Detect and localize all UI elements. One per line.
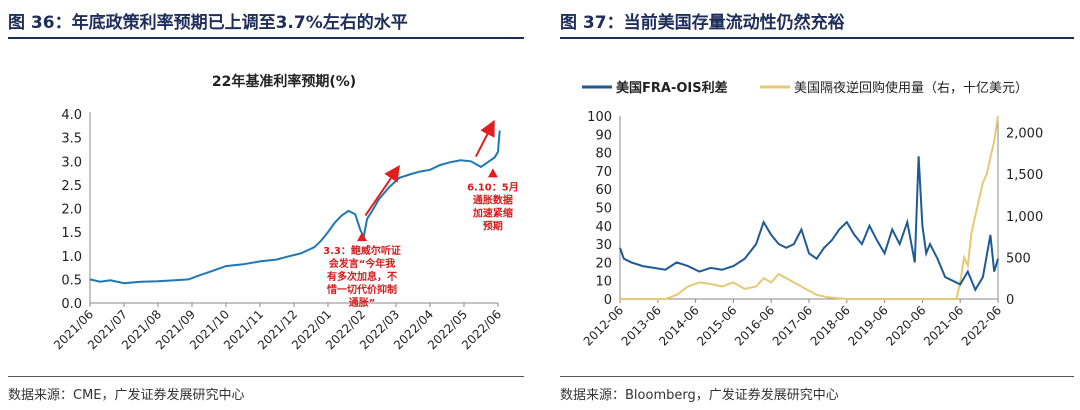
figure-37-title: 图 37：当前美国存量流动性仍然充裕 (560, 13, 845, 33)
x-tick-label: 2020-06 (883, 303, 928, 348)
title-rule (560, 37, 1074, 39)
y-tick-label-left: 50 (595, 202, 612, 217)
x-tick-label: 2015-06 (694, 303, 739, 348)
liquidity-chart: 美国FRA-OIS利差 美国隔夜逆回购使用量（右，十亿美元） 0 10 20 30 40 50… (581, 80, 1043, 349)
y-tick-label-right: 2,000 (1006, 127, 1043, 142)
y-tick-label-left: 60 (595, 183, 612, 198)
source-rule (560, 376, 1074, 377)
y-tick-label-left: 20 (595, 256, 612, 271)
y-tick-label-right: 0 (1006, 293, 1014, 308)
y-tick-label: 1.0 (61, 250, 82, 265)
y-tick-label: 1.5 (61, 226, 82, 241)
title-rule (8, 37, 524, 39)
figure-36-title: 图 36：年底政策利率预期已上调至3.7%左右的水平 (8, 13, 408, 33)
x-tick-label: 2022-06 (959, 303, 1004, 348)
rate-expectation-chart: 22年基准利率预期(%)0.00.51.01.52.02.53.03.54.02… (51, 73, 519, 352)
y-tick-label-right: 500 (1006, 251, 1031, 266)
figure-36-panel: 图 36：年底政策利率预期已上调至3.7%左右的水平 22年基准利率预期(%) 0… (0, 0, 530, 410)
y-tick-label: 2.5 (61, 179, 82, 194)
annotation-marker (357, 232, 367, 242)
x-tick-label: 2021-06 (921, 303, 966, 348)
y-tick-label-left: 0 (604, 293, 612, 308)
chart-title: 22年基准利率预期(%) (212, 73, 356, 90)
x-tick-label: 2012-06 (581, 303, 626, 348)
x-tick-label: 2017-06 (770, 303, 815, 348)
annotation-text: 3.3：鲍威尔听证 (323, 244, 401, 257)
y-tick-label: 0.0 (61, 297, 82, 312)
y-tick-label-left: 10 (595, 275, 612, 290)
x-tick-label: 2016-06 (732, 303, 777, 348)
fra-ois-spread-line (619, 156, 999, 293)
y-tick-label-left: 30 (595, 238, 612, 253)
y-tick-label-left: 70 (595, 165, 612, 180)
figure-37-source: 数据来源：Bloomberg，广发证券发展研究中心 (560, 388, 839, 403)
y-tick-label: 3.5 (61, 132, 82, 147)
annotation-text: 通胀数据 (473, 193, 513, 206)
annotation-text: 惜一切代价抑制 (327, 283, 397, 296)
x-tick-label: 2019-06 (845, 303, 890, 348)
rate-expectation-line (89, 130, 501, 285)
y-tick-label: 3.0 (61, 155, 82, 170)
y-tick-label: 0.5 (61, 273, 82, 288)
annotation-text: 预期 (483, 219, 503, 232)
y-tick-label-left: 100 (587, 110, 612, 125)
reverse-repo-line (620, 115, 999, 300)
x-tick-label: 2013-06 (619, 303, 664, 348)
legend-label-fra-ois: 美国FRA-OIS利差 (616, 80, 728, 96)
figure-36-source: 数据来源：CME，广发证券发展研究中心 (8, 388, 245, 403)
legend-label-reverse-repo: 美国隔夜逆回购使用量（右，十亿美元） (794, 80, 1028, 96)
annotation-text: 加速紧缩 (472, 206, 513, 219)
y-tick-label: 2.0 (61, 203, 82, 218)
y-tick-label-left: 40 (595, 220, 612, 235)
y-tick-label: 4.0 (61, 108, 82, 123)
figure-37-panel: 图 37：当前美国存量流动性仍然充裕 美国FRA-OIS利差 美国隔夜逆回购使用量… (552, 0, 1080, 410)
x-tick-label: 2014-06 (656, 303, 701, 348)
source-rule (8, 376, 524, 377)
annotation-marker (487, 168, 498, 178)
x-tick-label: 2018-06 (808, 303, 853, 348)
trend-arrow (364, 165, 400, 217)
y-tick-label-right: 1,000 (1006, 210, 1043, 225)
trend-arrow (475, 119, 495, 157)
annotation-text: 有多次加息，不 (327, 270, 397, 283)
annotation-text: 通胀” (349, 296, 376, 309)
annotation-text: 6.10：5月 (467, 181, 519, 193)
y-tick-label-right: 1,500 (1006, 168, 1043, 183)
y-tick-label-left: 90 (595, 128, 612, 143)
annotation-text: 会发言“今年我 (329, 257, 396, 270)
y-tick-label-left: 80 (595, 147, 612, 162)
